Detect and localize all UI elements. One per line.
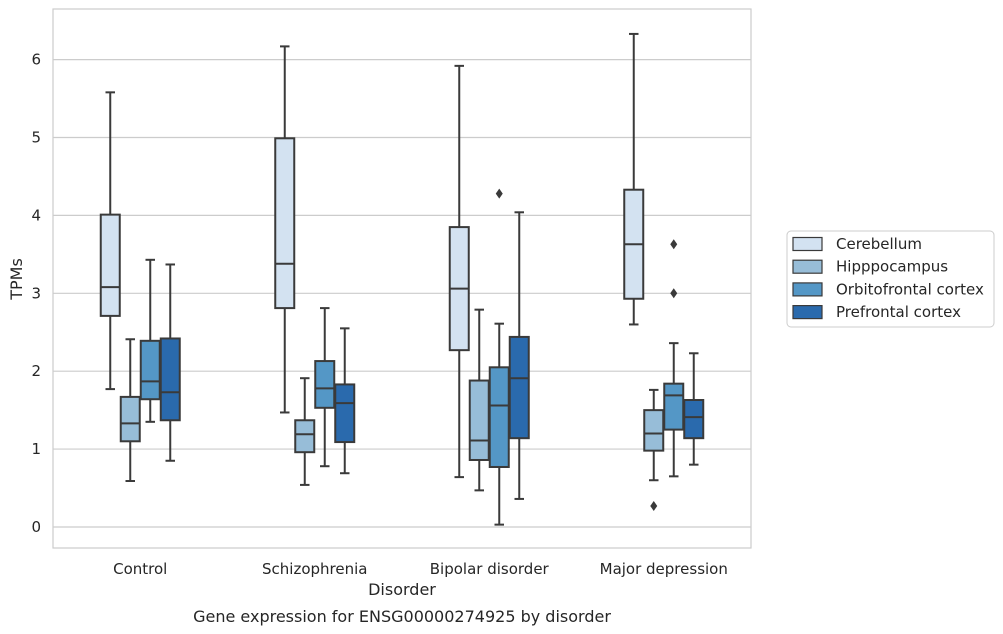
legend-items: Cerebellum Hipppocampus Orbitofrontal cort…: [792, 235, 984, 321]
x-tick-label: Major depression: [600, 560, 728, 578]
box-body: [643, 409, 665, 452]
legend-label: Hipppocampus: [836, 258, 948, 276]
y-tick-label: 4: [31, 206, 41, 224]
box-group: [683, 352, 705, 466]
box-group: [334, 327, 356, 475]
legend: Cerebellum Hipppocampus Orbitofrontal cort…: [786, 230, 995, 328]
box-body: [119, 395, 141, 443]
y-tick-label: 2: [31, 362, 41, 380]
legend-swatch: [792, 236, 823, 252]
legend-label: Orbitofrontal cortex: [836, 280, 984, 298]
y-tick-label: 0: [31, 518, 41, 536]
outlier-marker: [670, 288, 678, 299]
outlier-marker: [495, 188, 503, 199]
y-tick-labels: 0 1 2 3 4 5 6: [31, 51, 41, 536]
legend-swatch: [792, 282, 823, 297]
legend-swatch: [792, 305, 823, 320]
plot-area-frame: [52, 8, 752, 549]
box-body: [99, 213, 121, 317]
box-group: [139, 258, 161, 423]
box-group: [119, 338, 141, 483]
box-group: [448, 64, 470, 479]
x-axis-label: Disorder: [368, 580, 436, 599]
box-body: [488, 366, 510, 468]
box-body: [294, 419, 316, 454]
box-group: [159, 263, 181, 462]
grid-lines: [53, 59, 751, 528]
x-tick-labels: Control Schizophrenia Bipolar disorder Majo…: [113, 560, 728, 578]
box-body: [274, 137, 296, 310]
box-group: [643, 388, 665, 511]
y-axis-label: TPMs: [7, 258, 26, 301]
box-group: [99, 91, 121, 391]
box-group: [274, 45, 296, 414]
box-body: [334, 383, 356, 444]
box-group: [508, 211, 530, 500]
box-group: [488, 188, 510, 526]
x-tick-label: Schizophrenia: [262, 560, 367, 578]
box-body: [663, 382, 685, 431]
y-tick-label: 1: [31, 440, 41, 458]
legend-label: Prefrontal cortex: [836, 303, 961, 321]
chart-caption: Gene expression for ENSG00000274925 by d…: [193, 607, 611, 626]
box-plot-series: [99, 32, 705, 526]
box-body: [139, 339, 161, 401]
box-body: [683, 399, 705, 440]
legend-label: Cerebellum: [836, 235, 922, 253]
x-tick-label: Bipolar disorder: [430, 560, 550, 578]
box-group: [468, 308, 490, 492]
box-body: [468, 379, 490, 461]
x-tick-label: Control: [113, 560, 167, 578]
box-group: [623, 32, 645, 326]
box-group: [314, 307, 336, 468]
legend-frame: [786, 230, 995, 328]
y-tick-label: 3: [31, 284, 41, 302]
outlier-marker: [650, 500, 658, 511]
box-body: [159, 337, 181, 422]
legend-swatch: [792, 259, 823, 274]
y-tick-label: 5: [31, 129, 41, 147]
box-body: [314, 360, 336, 409]
outlier-marker: [670, 239, 678, 250]
y-tick-label: 6: [31, 51, 41, 69]
box-body: [508, 335, 530, 440]
box-group: [663, 239, 685, 478]
box-group: [294, 377, 316, 486]
